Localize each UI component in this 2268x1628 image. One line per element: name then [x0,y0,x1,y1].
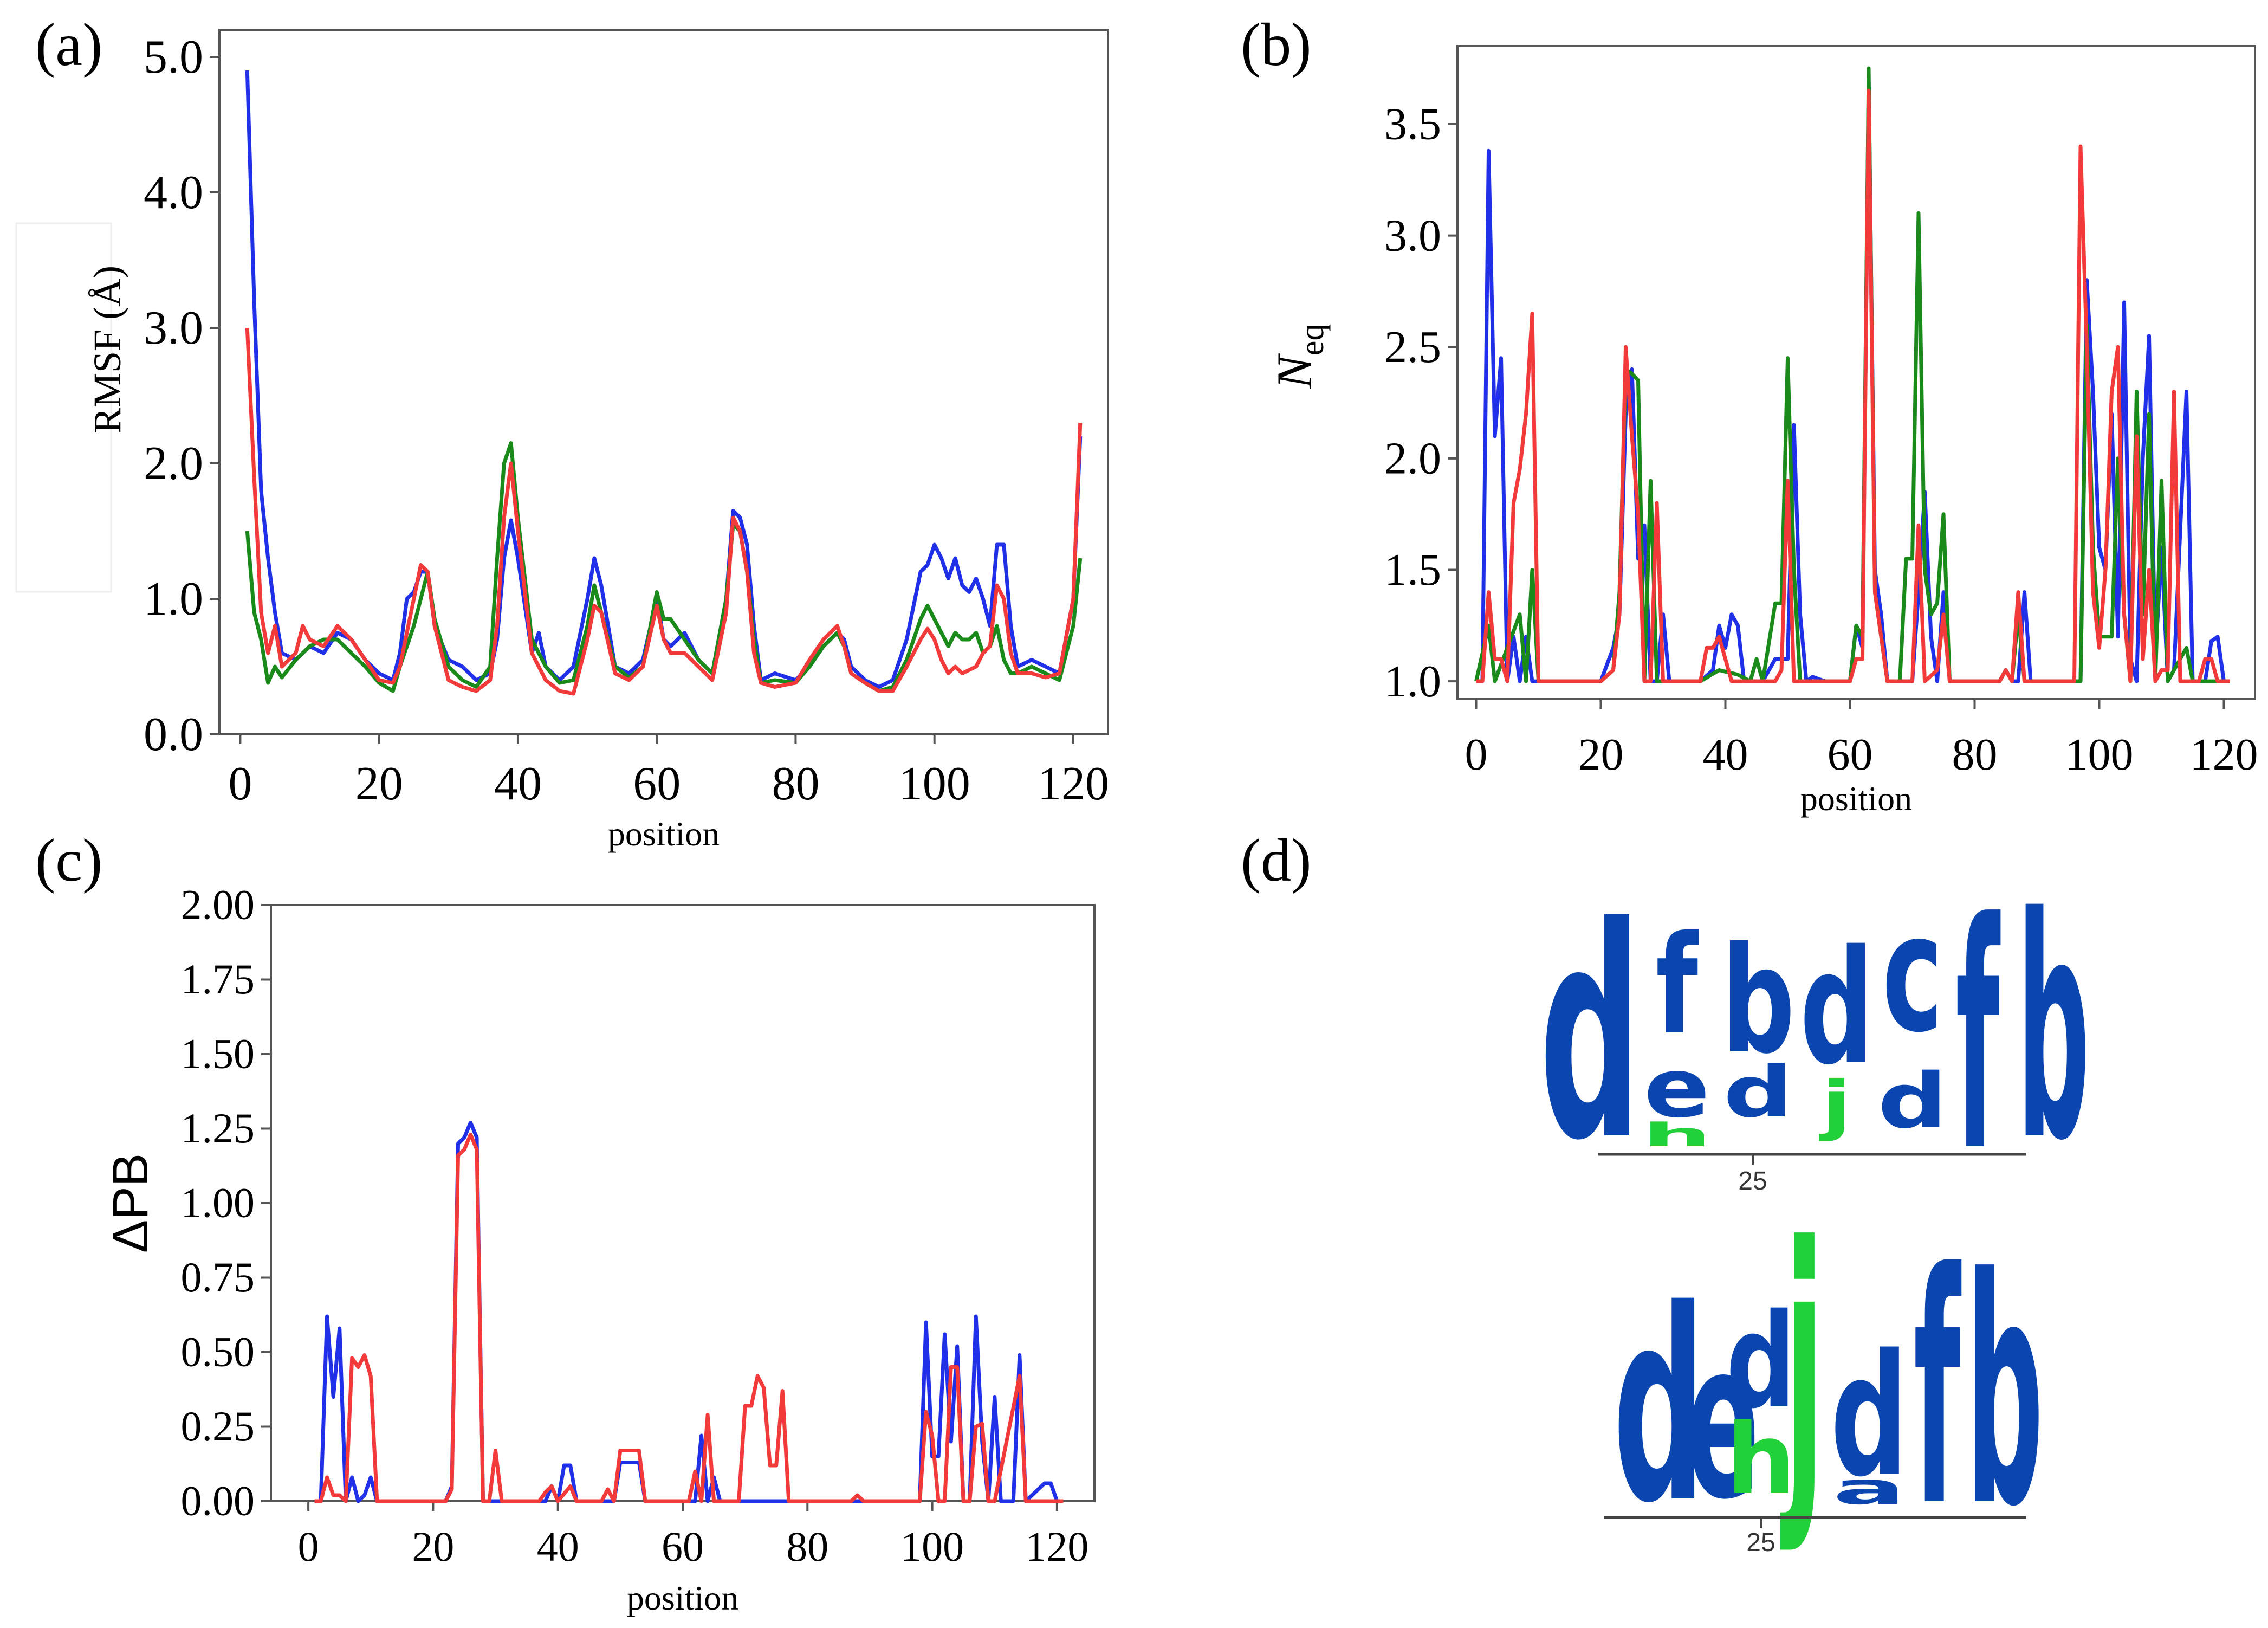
y-tick-label-a: 1.0 [144,573,203,625]
x-tick-label-b: 80 [1952,729,1998,780]
x-tick-label-a: 60 [633,758,681,810]
sequence-logo-bottom: d e d h j d a f b 25 [1604,1178,2044,1577]
x-axis-label-b: position [1800,779,1912,818]
series-line-blue-a [245,70,1083,689]
x-axis-label-c: position [627,1579,738,1617]
x-axis-label-a: position [608,815,720,853]
y-axis-label-a: RMSF (Å) [86,266,129,434]
logo-top-letters: d f e h b d d j c d f b [1539,852,2090,1220]
y-tick-label-b: 1.5 [1384,545,1441,595]
series-line-red-c [314,1133,1064,1503]
panel-label-b: (b) [1241,11,1312,79]
logo-letter: j [1819,1068,1852,1143]
y-tick-label-c: 1.50 [181,1030,255,1077]
y-tick-label-a: 5.0 [144,31,203,83]
logo-letter: d [1613,1254,1705,1561]
logo-letter: b [2017,852,2090,1207]
chart-neq: 0 20 40 60 80 100 120 1.0 1.5 2.0 2.5 3.0 3.5 positio… [1267,45,2258,818]
logo-letter: f [1955,857,2001,1220]
x-tick-label-c: 80 [786,1523,828,1570]
y-axis-label-b: Neq [1267,324,1331,390]
logo-top-tick-label: 25 [1738,1167,1767,1196]
x-tick-label-b: 120 [2190,729,2258,780]
y-tick-label-c: 0.25 [181,1403,255,1450]
logo-letter: b [1966,1212,2043,1575]
x-tick-label-b: 20 [1578,729,1624,780]
logo-bottom-letters: d e d h j d a f b [1613,1178,2044,1577]
y-tick-label-b: 3.5 [1384,99,1441,150]
logo-letter: h [1642,1116,1712,1154]
x-tick-label-a: 100 [899,758,970,810]
x-tick-label-b: 40 [1703,729,1748,780]
x-tick-label-b: 100 [2065,729,2134,780]
logo-letter: e [1686,1294,1760,1547]
panel-label-d: (d) [1241,827,1312,894]
logo-letter: d [1726,1286,1796,1437]
y-tick-label-c: 1.25 [181,1104,255,1152]
x-tick-label-c: 100 [900,1523,964,1570]
logo-letter: e [1644,1041,1710,1136]
logo-letter: h [1726,1403,1796,1516]
x-tick-label-c: 60 [662,1523,704,1570]
y-tick-label-b: 2.5 [1384,322,1441,372]
y-tick-label-c: 0.50 [181,1328,255,1375]
x-tick-label-a: 0 [228,758,252,810]
logo-bottom-tick-label: 25 [1746,1528,1775,1557]
panel-label-c: (c) [35,827,102,894]
y-tick-label-b: 3.0 [1384,210,1441,261]
y-tick-label-a: 3.0 [144,302,203,354]
x-tick-label-c: 40 [537,1523,579,1570]
logo-letter: f [1913,1206,1962,1577]
series-line-green-a [245,441,1083,693]
sequence-logo-top: d f e h b d d j c d f b 25 [1539,852,2090,1220]
y-tick-label-c: 1.00 [181,1179,255,1226]
y-tick-label-c: 1.75 [181,955,255,1003]
chart-delta-pb: 0 20 40 60 80 100 120 0.00 0.25 0.50 0.75 1.00 1.25 1… [103,881,1096,1617]
y-tick-label-b: 1.0 [1384,656,1441,707]
x-tick-label-a: 20 [355,758,403,810]
x-tick-label-b: 60 [1828,729,1873,780]
panel-label-a: (a) [35,11,102,79]
y-axis-label-c: ΔPB [103,1153,158,1253]
y-tick-label-b: 2.0 [1384,434,1441,484]
logo-letter: d [1539,865,1641,1204]
logo-letter: d [1830,1318,1908,1514]
x-tick-label-a: 80 [772,758,819,810]
logo-letter: c [1882,880,1943,1069]
plot-frame-a [218,29,1109,735]
x-tick-label-a: 40 [494,758,542,810]
x-tick-label-c: 20 [412,1523,454,1570]
y-tick-label-a: 0.0 [144,708,203,761]
x-tick-label-c: 0 [298,1523,319,1570]
panel-a-side-box [15,222,112,593]
plot-frame-b [1456,45,2256,700]
logo-letter: d [1723,1051,1793,1134]
x-tick-label-c: 120 [1025,1523,1088,1570]
y-tick-label-c: 2.00 [181,881,255,928]
logo-letter: j [1779,1178,1824,1557]
logo-letter: d [1800,916,1874,1099]
y-tick-label-a: 2.0 [144,437,203,490]
y-tick-label-c: 0.75 [181,1254,255,1301]
x-tick-label-a: 120 [1038,758,1109,810]
series-line-red-a [245,327,1083,696]
series-line-red-b [1476,88,2230,683]
y-tick-label-a: 4.0 [144,166,203,219]
chart-rmsf: 0 20 40 60 80 100 120 0.0 1.0 2.0 3.0 4.0 5.0 positio… [86,29,1109,853]
logo-letter: d [1878,1057,1948,1146]
logo-letter: b [1721,916,1795,1087]
y-tick-label-c: 0.00 [181,1477,255,1524]
x-tick-label-b: 0 [1465,729,1488,780]
logo-letter: f [1656,907,1699,1064]
logo-letter: a [1833,1464,1906,1514]
